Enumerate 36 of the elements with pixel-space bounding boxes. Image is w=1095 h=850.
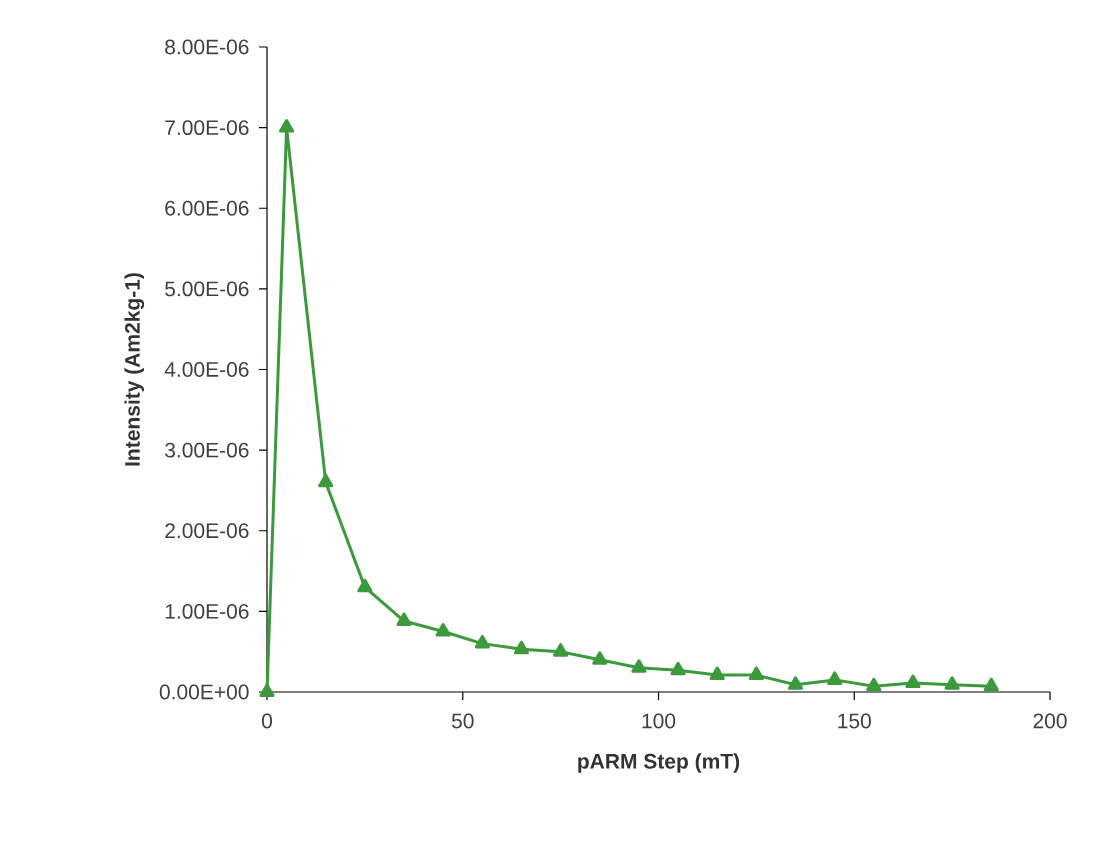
x-tick-label: 150	[838, 713, 871, 729]
point	[866, 677, 882, 692]
y-tick-label: 2.00E-06	[165, 523, 249, 539]
point	[670, 661, 686, 676]
x-tick-label: 0	[261, 713, 273, 729]
x-tick-label: 50	[451, 713, 474, 729]
y-tick-label: 6.00E-06	[165, 200, 249, 216]
y-tick-label: 4.00E-06	[164, 362, 249, 377]
point	[905, 674, 921, 689]
y-tick-label: 1.00E-06	[165, 603, 249, 619]
point	[435, 623, 451, 637]
point	[396, 612, 412, 627]
point	[631, 659, 647, 673]
point	[787, 676, 804, 690]
point	[827, 671, 843, 685]
y-tick-label: 8.00E-06	[165, 39, 249, 55]
x-tick-label: 100	[642, 713, 676, 729]
point	[513, 640, 530, 655]
y-tick-label: 0.00E+00	[159, 684, 249, 700]
point	[944, 676, 960, 690]
point	[592, 651, 608, 665]
point	[318, 473, 334, 488]
y-tick-label: 5.00E-06	[165, 281, 249, 297]
point	[259, 683, 275, 697]
x-axis-title: pARM Step (mT)	[578, 753, 740, 773]
y-tick-label: 3.00E-06	[165, 442, 249, 458]
point	[983, 677, 999, 692]
x-tick-label: 200	[1033, 713, 1067, 729]
point	[709, 666, 725, 681]
y-tick-label: 7.00E-06	[165, 120, 249, 136]
point	[357, 578, 373, 593]
point	[474, 635, 490, 649]
y-axis-title: Intensity (Am2kg-1)	[124, 273, 145, 466]
point	[553, 643, 569, 657]
point	[748, 666, 764, 681]
point	[279, 119, 295, 133]
